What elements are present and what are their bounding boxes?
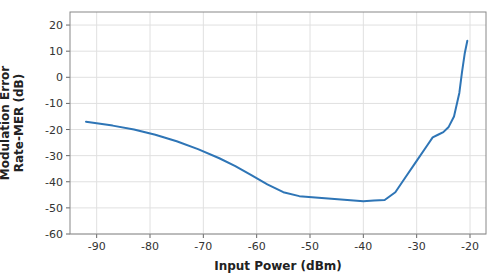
y-grid-line [70,155,486,156]
grid [70,12,486,234]
x-axis-label: Input Power (dBm) [214,259,342,273]
x-grid-line [470,12,471,234]
x-tick [416,234,417,238]
x-tick [363,234,364,238]
y-tick [66,103,70,104]
x-tick [96,234,97,238]
y-tick [66,129,70,130]
y-tick [66,234,70,235]
x-tick [203,234,204,238]
y-tick-label: 10 [49,45,63,58]
y-tick [66,51,70,52]
y-tick-label: -50 [45,202,63,215]
x-grid-line [150,12,151,234]
chart-container: -90 -80 -70 -60 -50 -40 -30 -20 -60 -50 -40 -30 -20 -… [0,0,500,278]
y-axis-label: Modulation ErrorRate-MER (dB) [0,66,26,181]
x-tick-label: -70 [194,240,212,253]
x-tick-label: -50 [301,240,319,253]
y-tick [66,181,70,182]
x-tick-label: -80 [141,240,159,253]
x-tick-label: -30 [408,240,426,253]
x-tick [256,234,257,238]
x-tick-label: -60 [248,240,266,253]
data-line [86,41,467,202]
x-tick-label: -40 [354,240,372,253]
y-grid-line [70,207,486,208]
x-tick [310,234,311,238]
y-grid-line [70,25,486,26]
y-tick-label: -60 [45,228,63,241]
x-tick-label: -20 [461,240,479,253]
y-tick-label: -20 [45,124,63,137]
y-tick-label: -10 [45,97,63,110]
chart: -90 -80 -70 -60 -50 -40 -30 -20 -60 -50 -40 -30 -20 -… [0,0,500,278]
y-grid-line [70,51,486,52]
y-grid-line [70,103,486,104]
plot-background [70,12,486,234]
y-grid-line [70,181,486,182]
y-tick-label: 0 [56,71,63,84]
x-tick [150,234,151,238]
y-tick [66,207,70,208]
x-tick-label: -90 [88,240,106,253]
y-tick-label: 20 [49,19,63,32]
y-tick [66,155,70,156]
x-grid-line [310,12,311,234]
x-grid-line [203,12,204,234]
axes: -90 -80 -70 -60 -50 -40 -30 -20 -60 -50 -40 -30 -20 -… [45,12,486,253]
y-tick [66,25,70,26]
y-tick [66,77,70,78]
series [86,41,467,202]
y-tick-label: -30 [45,150,63,163]
plot-frame [70,12,486,234]
x-grid-line [416,12,417,234]
y-grid-line [70,77,486,78]
x-tick [470,234,471,238]
y-tick-label: -40 [45,176,63,189]
x-grid-line [256,12,257,234]
